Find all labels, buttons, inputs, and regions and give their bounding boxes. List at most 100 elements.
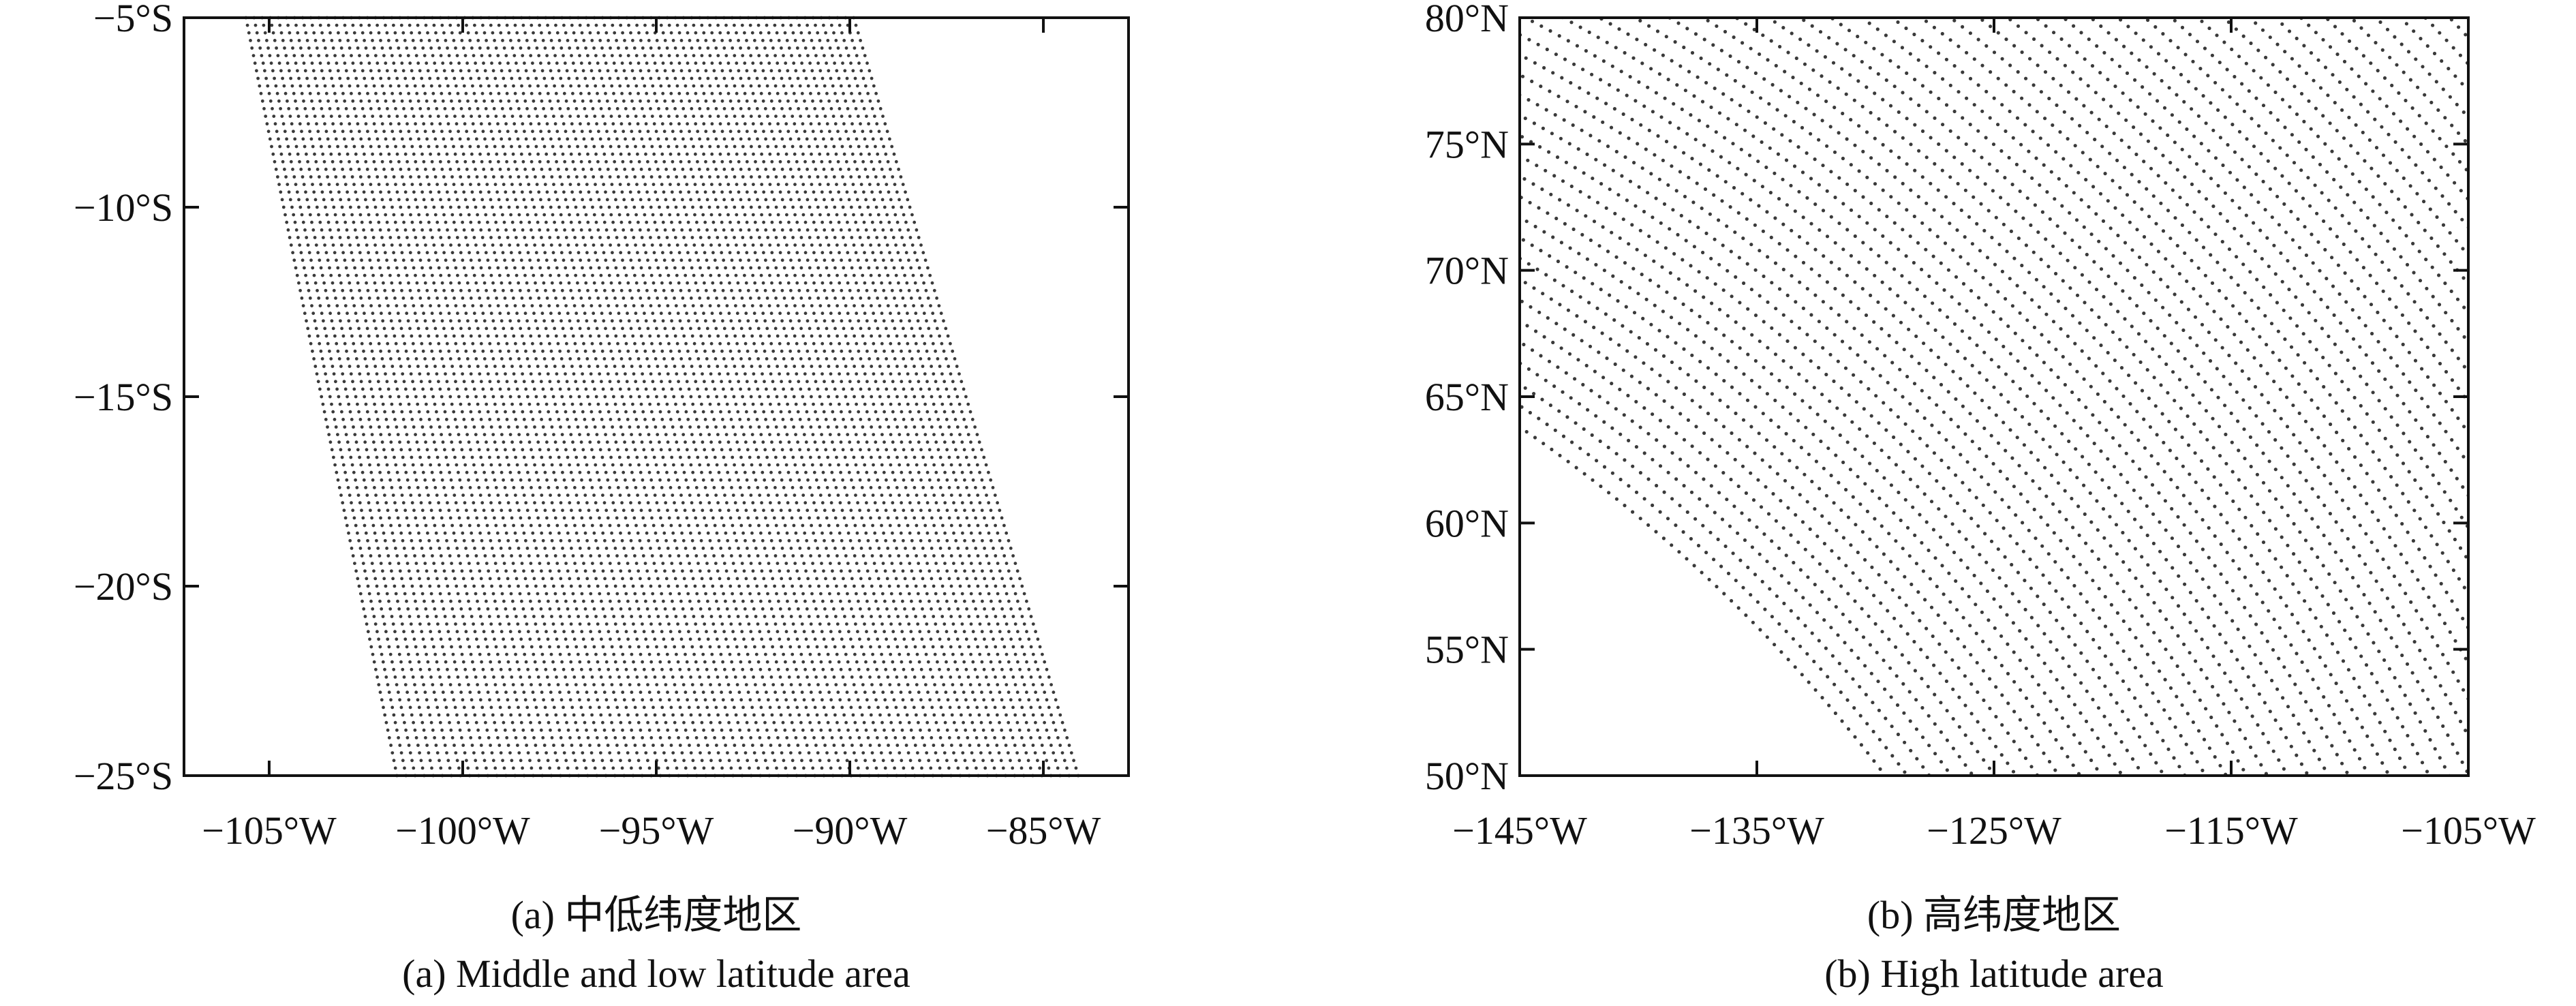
data-point (736, 281, 740, 285)
data-point (435, 144, 439, 149)
data-point (507, 387, 510, 391)
data-point (328, 440, 333, 444)
data-point (716, 54, 720, 57)
data-point (483, 137, 487, 141)
data-point (561, 470, 564, 474)
data-point (363, 152, 366, 156)
data-point (883, 236, 887, 239)
data-point (722, 137, 726, 141)
data-point (767, 463, 771, 467)
data-point (503, 258, 506, 262)
data-point (682, 205, 686, 209)
data-point (421, 84, 425, 88)
data-point (276, 54, 280, 57)
data-point (335, 99, 339, 103)
data-point (348, 159, 351, 164)
data-point (500, 357, 504, 361)
data-point (281, 122, 286, 126)
data-point (568, 213, 571, 217)
data-point (745, 39, 748, 42)
data-point (318, 220, 322, 224)
data-point (589, 266, 593, 270)
data-point (780, 228, 784, 232)
data-point (664, 266, 669, 270)
data-point (409, 410, 412, 414)
data-point (582, 39, 586, 42)
data-point (740, 425, 743, 429)
data-point (463, 122, 467, 126)
data-point (819, 129, 823, 134)
data-point (824, 175, 828, 179)
data-point (923, 341, 927, 346)
data-point (891, 440, 895, 444)
data-point (497, 23, 501, 27)
data-point (605, 99, 609, 103)
data-point (309, 175, 313, 179)
data-point (698, 296, 702, 300)
data-point (682, 334, 686, 338)
data-point (734, 273, 738, 277)
data-point (652, 152, 656, 156)
data-point (512, 190, 516, 194)
data-point (419, 501, 423, 505)
data-point (660, 122, 664, 126)
data-point (430, 198, 434, 202)
data-point (791, 175, 795, 179)
data-point (718, 440, 722, 444)
data-point (856, 501, 859, 505)
data-point (564, 304, 568, 307)
data-point (375, 175, 380, 179)
data-point (637, 463, 641, 467)
data-point (353, 266, 356, 270)
data-point (441, 99, 445, 103)
data-point (488, 380, 492, 384)
data-point (408, 99, 412, 103)
data-point (722, 425, 726, 429)
data-point (887, 190, 891, 194)
data-point (795, 501, 799, 505)
data-point (584, 213, 588, 217)
data-point (341, 251, 345, 255)
data-point (446, 122, 450, 126)
data-point (273, 159, 277, 164)
data-point (651, 486, 655, 489)
data-point (349, 372, 353, 376)
data-point (360, 341, 364, 346)
data-point (734, 402, 738, 406)
data-point (336, 69, 340, 73)
data-point (407, 168, 411, 171)
data-point (704, 129, 708, 134)
data-point (487, 152, 491, 156)
data-point (846, 281, 850, 285)
data-point (755, 258, 759, 262)
data-point (731, 46, 735, 50)
data-point (759, 273, 763, 277)
data-point (277, 61, 281, 65)
data-point (735, 243, 738, 247)
data-point (694, 31, 698, 35)
data-point (399, 168, 403, 171)
data-point (731, 425, 735, 429)
data-point (753, 508, 757, 513)
data-point (382, 129, 386, 134)
data-point (386, 304, 390, 307)
data-point (741, 236, 745, 239)
data-point (689, 326, 692, 331)
data-point (513, 159, 517, 164)
data-point (459, 251, 463, 255)
data-point (271, 107, 274, 110)
data-point (973, 455, 977, 459)
data-point (505, 23, 509, 27)
data-point (636, 122, 640, 126)
data-point (462, 84, 466, 88)
data-point (722, 198, 726, 202)
data-point (644, 455, 647, 459)
data-point (785, 433, 789, 436)
data-point (782, 326, 786, 331)
data-point (938, 334, 941, 338)
data-point (538, 228, 542, 232)
data-point (343, 220, 348, 224)
data-point (438, 425, 442, 429)
data-point (661, 387, 665, 391)
data-point (407, 129, 411, 134)
